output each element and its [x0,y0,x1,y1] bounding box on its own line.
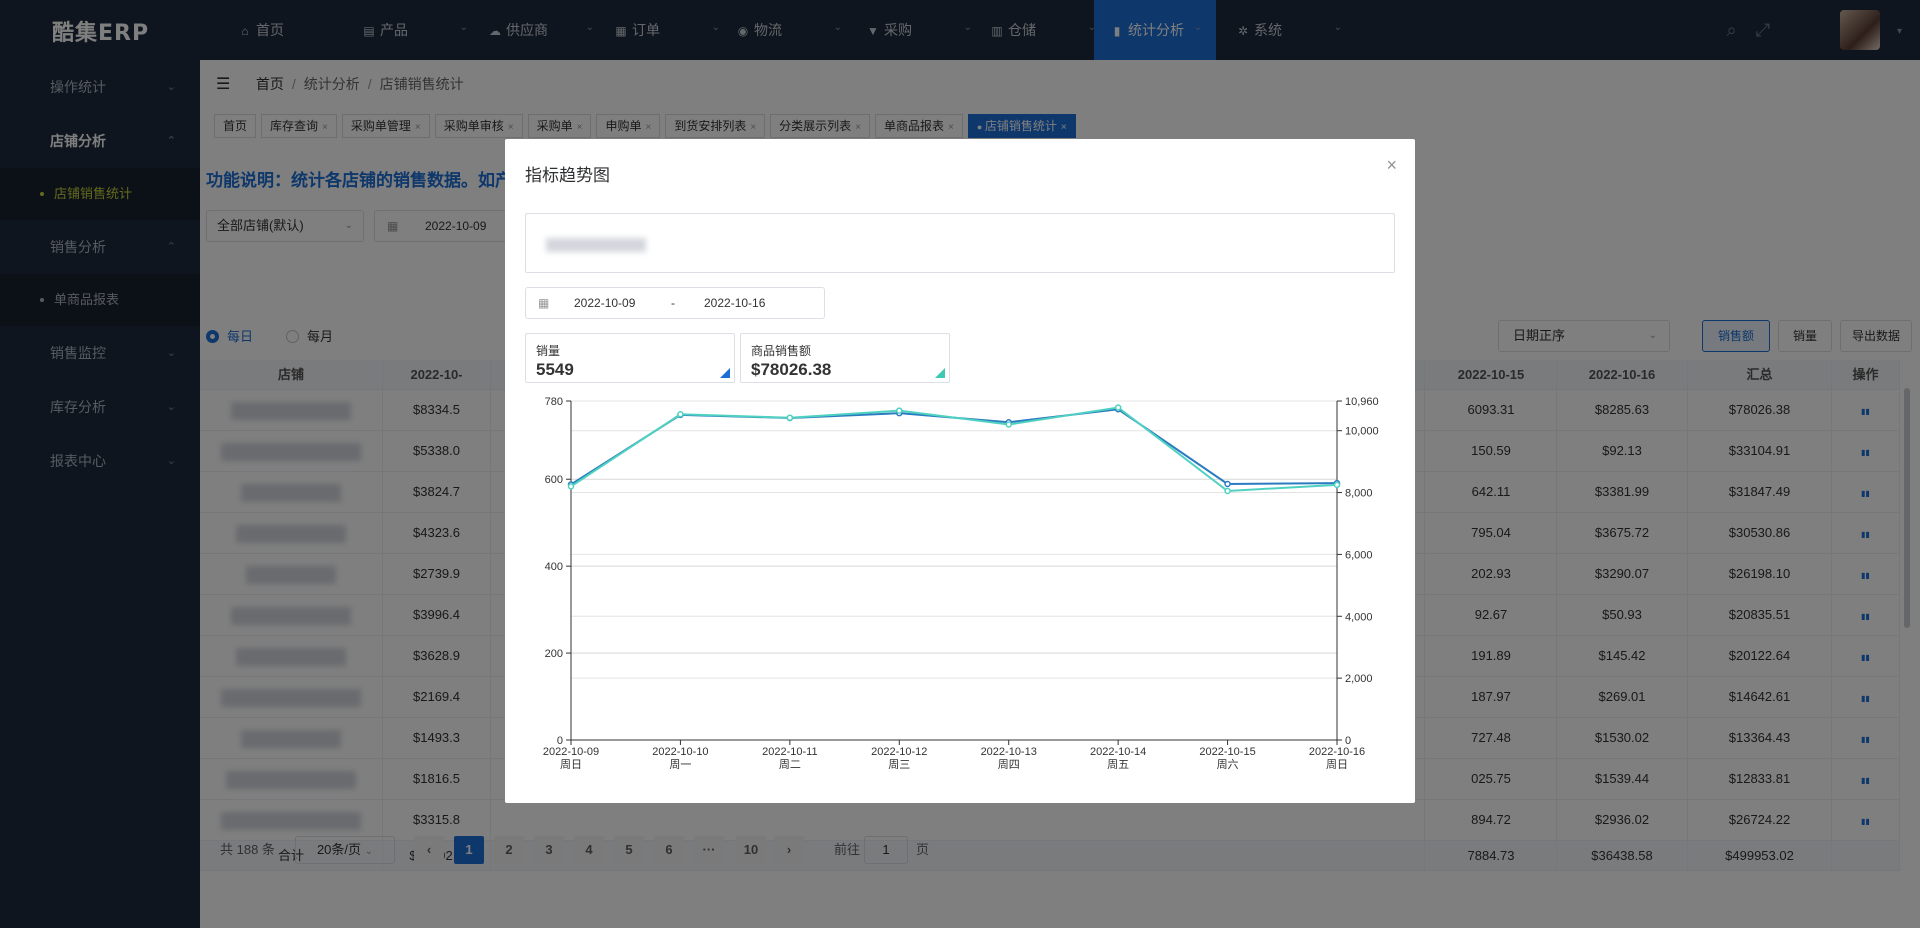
x-tick-weekday: 周二 [779,758,801,769]
stat-qty-label: 销量 [536,344,561,358]
range-start[interactable]: 2022-10-09 [574,296,636,310]
x-tick-label: 2022-10-12 [871,746,927,758]
calendar-icon: ▦ [538,296,550,310]
x-tick-label: 2022-10-09 [543,746,599,758]
y-tick-left: 780 [545,396,563,408]
modal-title: 指标趋势图 [525,166,610,185]
corner-marker-icon [720,368,730,378]
range-separator: - [671,296,675,310]
data-point-right [1224,487,1231,495]
data-point-right [786,414,794,421]
x-tick-weekday: 周日 [560,758,582,769]
x-tick-weekday: 周三 [888,758,910,769]
stat-card-qty[interactable]: 销量 5549 [525,333,735,383]
corner-marker-icon [935,368,945,378]
x-tick-weekday: 周四 [998,758,1020,769]
x-tick-label: 2022-10-16 [1309,746,1365,758]
redacted-store-name [546,238,646,252]
data-point-right [1333,481,1341,489]
y-tick-right: 2,000 [1345,673,1373,685]
y-tick-right: 10,000 [1345,426,1379,438]
data-point-left [1224,480,1231,488]
x-tick-label: 2022-10-11 [762,746,817,758]
data-point-right [677,411,684,418]
close-icon[interactable]: × [1386,155,1397,175]
trend-chart: 0 200 400 600 780 0 2,000 4,000 6,000 8,000 10,000… [543,396,1379,769]
x-tick-label: 2022-10-15 [1199,746,1255,758]
stat-qty-value: 5549 [536,360,574,379]
stat-amount-label: 商品销售额 [751,344,812,358]
trend-modal: 指标趋势图 × ▦ 2022-10-09 - 2022-10-16 销量 554… [505,139,1415,803]
stat-card-amount[interactable]: 商品销售额 $78026.38 [740,333,950,383]
y-tick-left: 200 [545,648,563,660]
y-tick-right: 4,000 [1345,611,1373,623]
y-tick-left: 600 [545,474,563,486]
x-tick-weekday: 周五 [1107,758,1129,769]
series-line-left [570,408,1338,486]
y-tick-left: 400 [545,561,563,573]
x-tick-label: 2022-10-10 [652,746,708,758]
date-range-picker[interactable]: ▦ 2022-10-09 - 2022-10-16 [525,287,825,319]
range-end[interactable]: 2022-10-16 [704,296,766,310]
y-tick-left: 0 [557,735,563,747]
y-tick-right: 10,960 [1345,396,1379,408]
y-tick-right: 0 [1345,735,1351,747]
x-tick-label: 2022-10-14 [1090,746,1146,758]
x-tick-weekday: 周六 [1217,758,1239,769]
x-tick-weekday: 周日 [1326,758,1348,769]
data-point-right [567,483,575,490]
data-point-right [1114,404,1122,411]
data-point-right [896,407,903,414]
y-tick-right: 8,000 [1345,488,1373,500]
x-tick-weekday: 周一 [669,758,691,769]
series-line-right [570,406,1338,493]
x-tick-label: 2022-10-13 [981,746,1037,758]
y-tick-right: 6,000 [1345,549,1373,561]
store-selector[interactable] [525,213,1395,273]
stat-amount-value: $78026.38 [751,360,832,379]
data-point-right [1005,421,1012,428]
